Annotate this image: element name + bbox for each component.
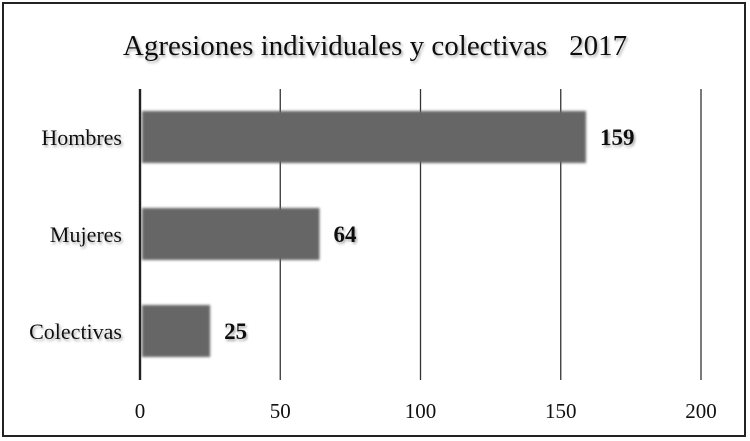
category-labels: Hombres Mujeres Colectivas (29, 125, 122, 344)
bar-hombres (142, 111, 586, 163)
x-tick-label: 100 (405, 399, 437, 423)
x-tick-label: 150 (545, 399, 577, 423)
x-tick-labels: 0 50 100 150 200 (135, 399, 717, 423)
data-label: 159 (600, 125, 635, 150)
bar-colectivas (142, 305, 211, 357)
category-label: Mujeres (50, 222, 122, 247)
category-label: Hombres (41, 125, 122, 150)
data-labels: 159 64 25 (224, 125, 634, 344)
bar-mujeres (142, 208, 320, 260)
chart-frame (2, 2, 746, 437)
x-tick-label: 200 (685, 399, 717, 423)
data-label: 64 (334, 222, 358, 247)
x-tick-label: 0 (135, 399, 146, 423)
category-label: Colectivas (29, 319, 122, 344)
bars (142, 111, 586, 357)
x-tick-label: 50 (270, 399, 291, 423)
chart-title: Agresiones individuales y colectivas 201… (123, 30, 627, 62)
data-label: 25 (224, 319, 247, 344)
